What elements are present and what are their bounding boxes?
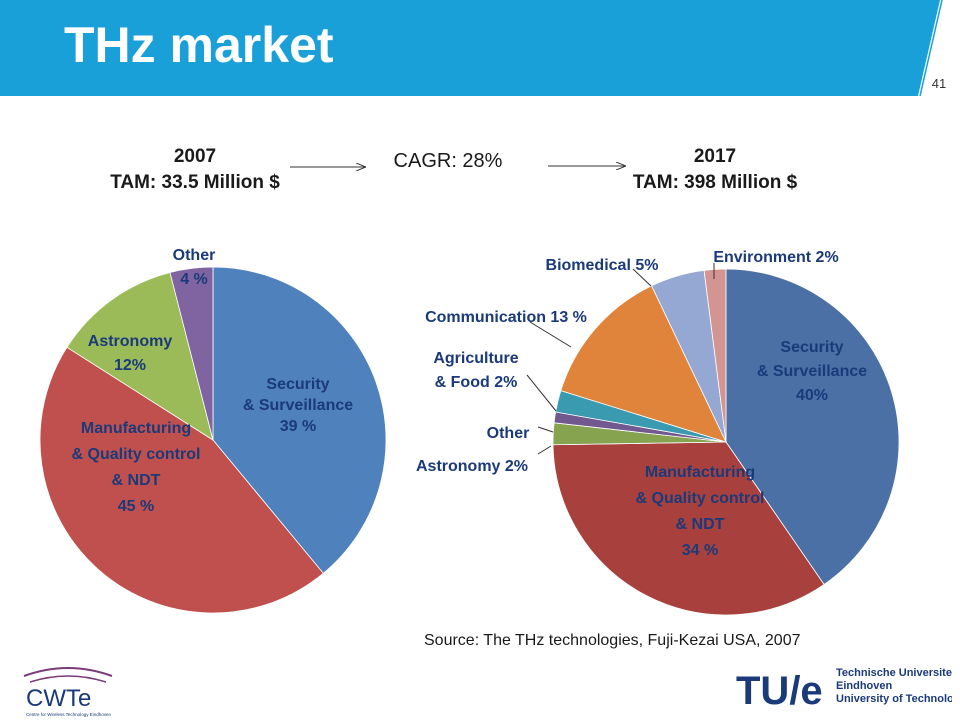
pie-2017-label-communication-13: Communication 13 % <box>425 309 587 326</box>
pie-2017-slice-security <box>725 268 900 586</box>
tue-logo-line-2: Eindhoven <box>836 680 893 692</box>
pie-2017-label-biomedical-5: Biomedical 5% <box>546 257 659 274</box>
pie-2017-slice-environment-2 <box>703 268 727 443</box>
pie-2017-label-security: Security & Surveillance 40% <box>757 339 867 404</box>
pie-chart-2017: Security & Surveillance 40% Manufacturing & … <box>416 249 900 616</box>
cwte-logo-text: CWTe <box>26 685 91 712</box>
pie-2017-slice-manufacturing <box>552 441 825 616</box>
pie-2017-label-other: Other <box>487 425 530 442</box>
cwte-logo: CWTe Centre for Wireless Technology Eind… <box>23 667 113 717</box>
tam-2007-block: 2007 TAM: 33.5 Million $ <box>60 144 330 196</box>
slide-number: 41 <box>931 76 947 91</box>
pie-2007-label-astronomy: Astronomy 12% <box>88 333 173 374</box>
year-2017-label: 2017 <box>693 146 737 167</box>
tue-logo: TU/e Technische Universiteit Eindhoven U… <box>736 667 952 713</box>
pie-2017-label-environment-2: Environment 2% <box>713 249 838 266</box>
pie-2017-leader-agriculture <box>526 374 557 412</box>
slide-title: THz market <box>64 17 334 73</box>
pie-2017-leader-biomedical-5 <box>632 268 652 287</box>
tue-logo-line-3: University of Technology <box>836 693 952 705</box>
pie-2007-slice-astronomy <box>66 271 214 441</box>
source-note: Source: The THz technologies, Fuji-Kezai… <box>424 632 801 649</box>
pie-2007-label-manufacturing: Manufacturing & Quality control & NDT 45 % <box>72 420 201 515</box>
year-2007-label: 2007 <box>173 146 217 167</box>
pie-chart-2007: Security & Surveillance 39 % Manufacturing &… <box>39 247 387 614</box>
pie-2007-slice-other <box>169 266 214 441</box>
tam-2007-label: TAM: 33.5 Million $ <box>110 172 280 193</box>
cagr-label: CAGR: 28% <box>393 150 503 172</box>
pie-2017-leader-other <box>537 426 554 433</box>
pie-2007-slice-security <box>212 266 387 574</box>
pie-2017-label-astronomy-2: Astronomy 2% <box>416 458 528 475</box>
pie-2017-label-manufacturing: Manufacturing & Quality control & NDT 34 % <box>636 464 765 559</box>
tam-2017-block: 2017 TAM: 398 Million $ <box>580 144 850 196</box>
cwte-logo-subtitle: Centre for Wireless Technology Eindhoven <box>26 712 111 717</box>
header-band <box>0 0 943 96</box>
tue-logo-line-1: Technische Universiteit <box>836 667 952 679</box>
pie-2007-label-security: Security & Surveillance 39 % <box>243 376 353 435</box>
pie-2007-label-other: Other 4 % <box>173 247 216 288</box>
tue-logo-mark: TU/e <box>736 669 823 713</box>
pie-2007-slice-manufacturing <box>39 346 324 614</box>
pie-2017-slice-communication-13 <box>560 285 727 443</box>
pie-2017-leader-astronomy-2 <box>537 445 552 455</box>
pie-2017-leader-communication-13 <box>529 321 572 348</box>
pie-2017-label-agriculture: Agriculture & Food 2% <box>433 350 518 391</box>
tam-2017-label: TAM: 398 Million $ <box>632 172 798 193</box>
